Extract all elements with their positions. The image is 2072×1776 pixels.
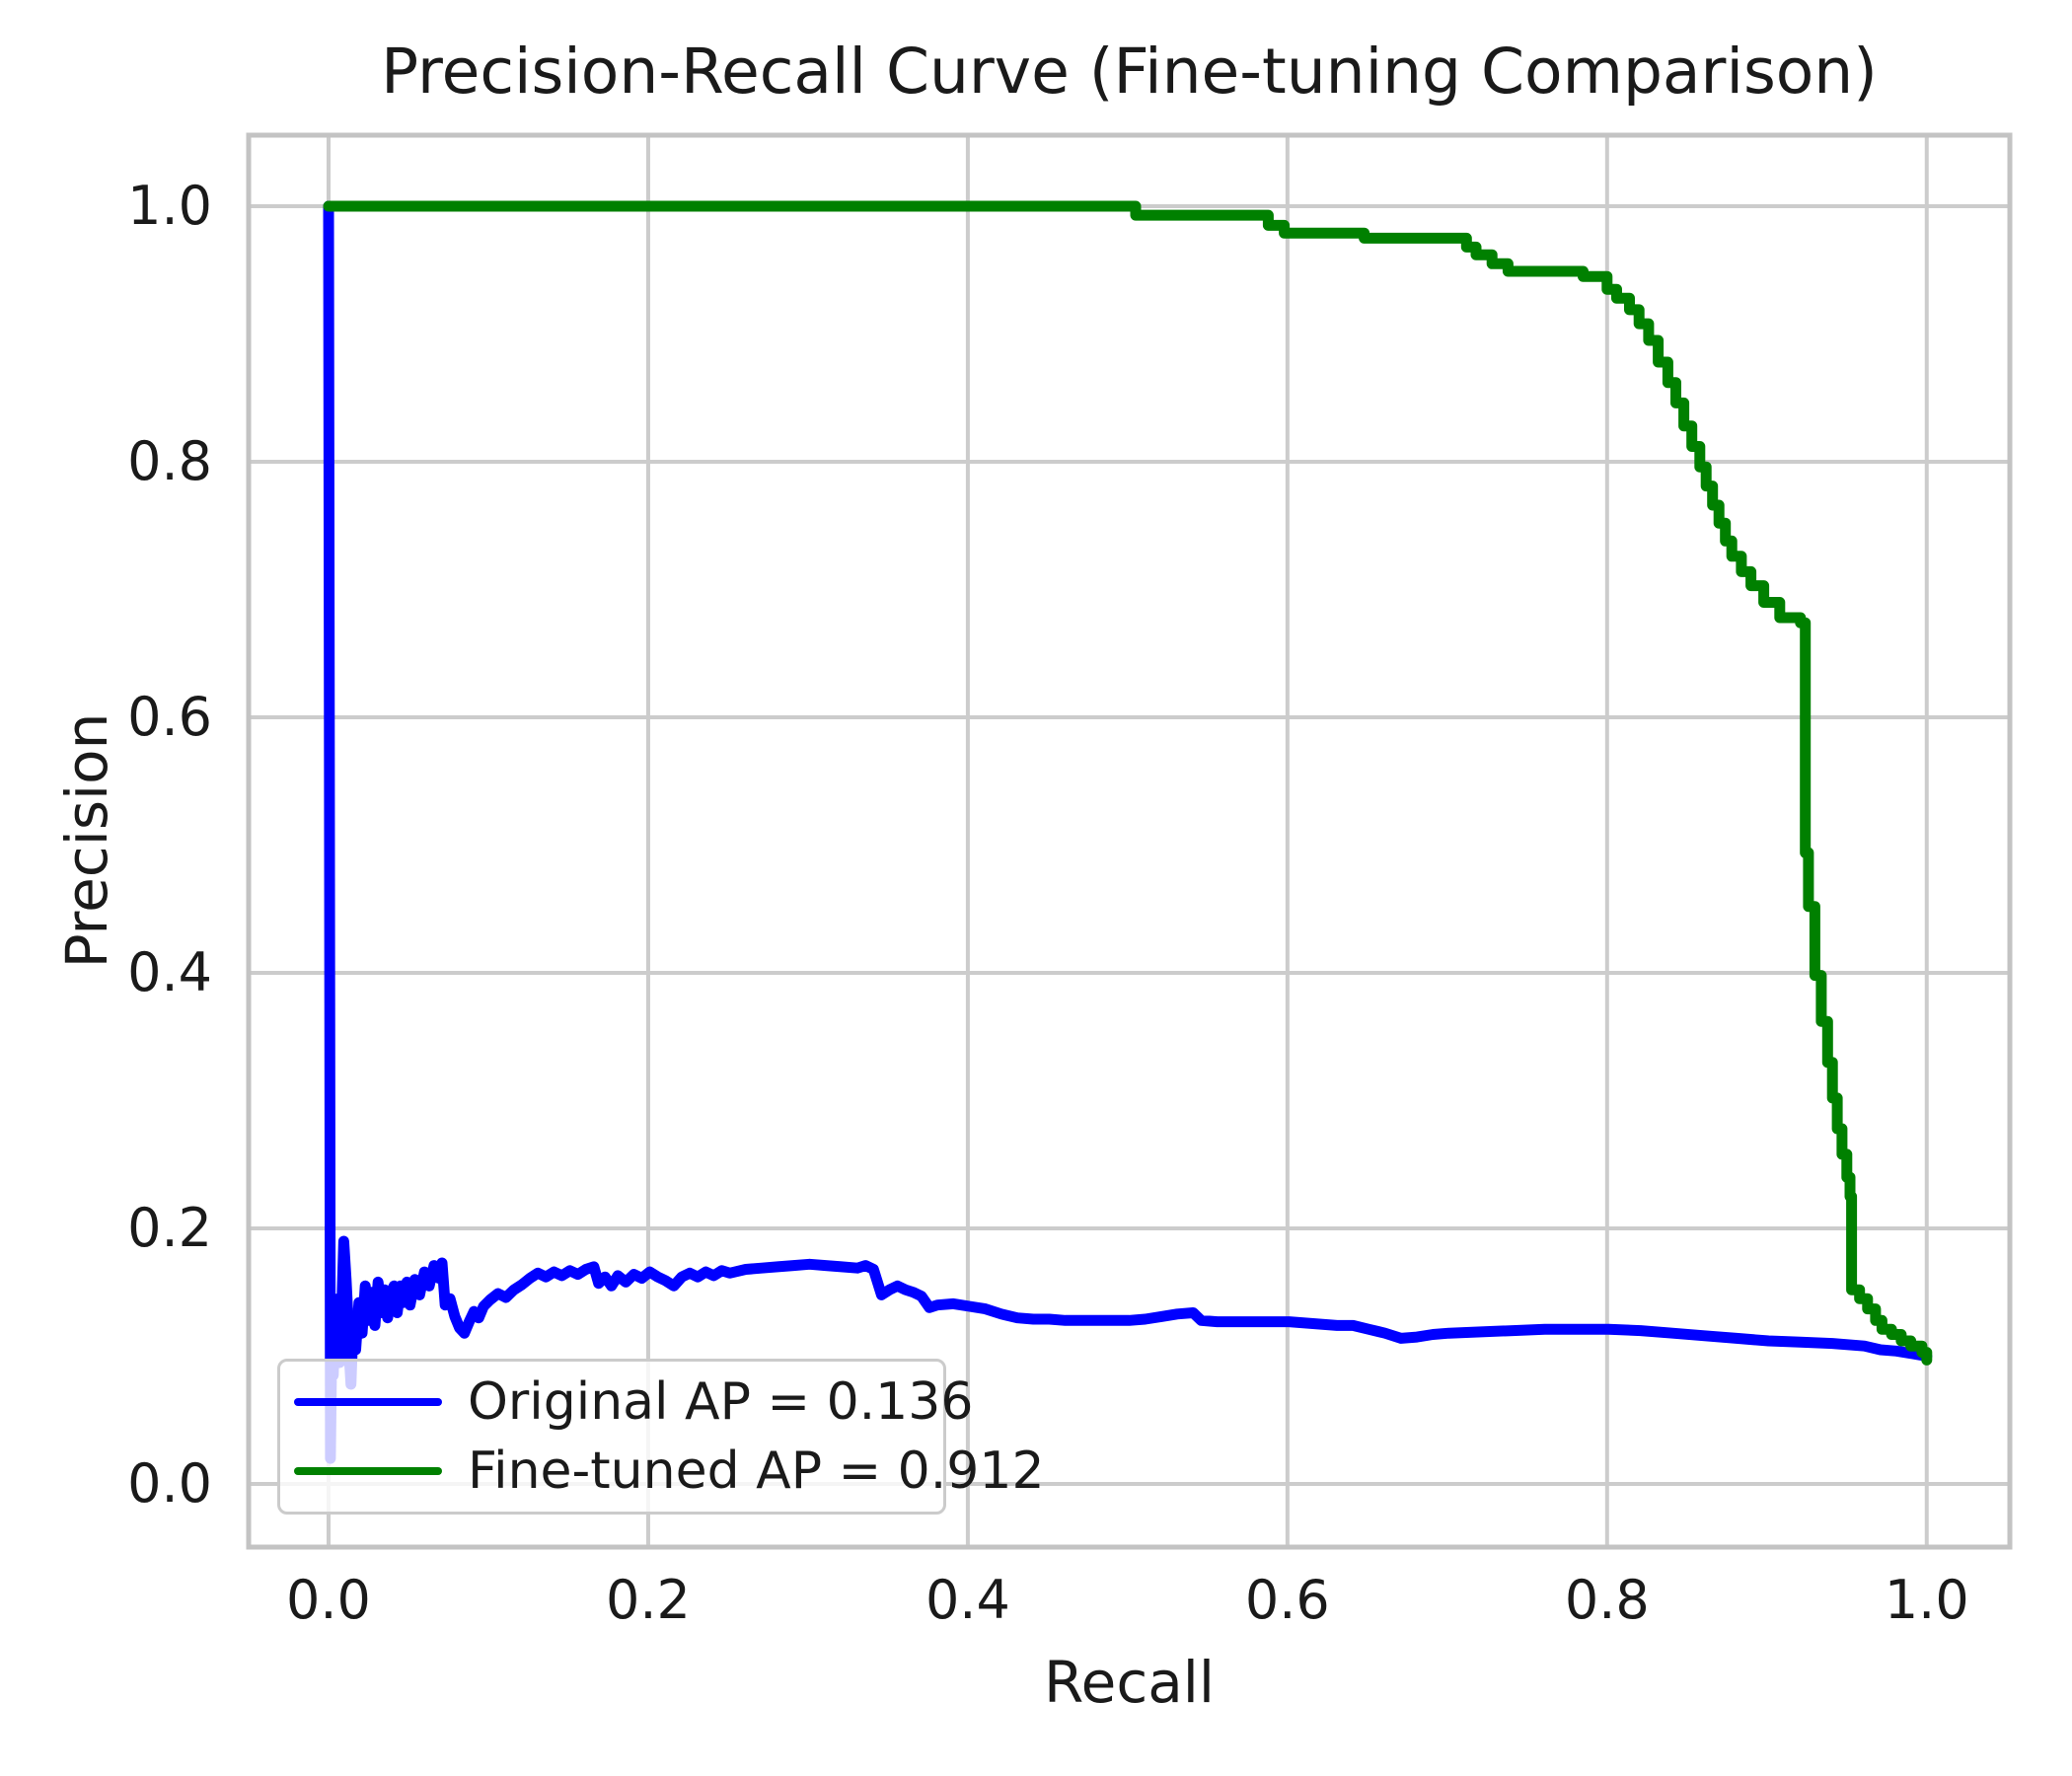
x-tick-label: 0.6 (1244, 1569, 1330, 1631)
legend-entry-finetuned: Fine-tuned AP = 0.912 (294, 1443, 1045, 1499)
plot-border (246, 132, 2013, 1550)
finetuned-pr-curve (323, 200, 1933, 1366)
legend-line-sample (294, 1398, 442, 1407)
x-tick-label: 0.0 (286, 1569, 371, 1631)
x-tick-label: 1.0 (1884, 1569, 1969, 1631)
x-tick-label: 0.2 (605, 1569, 691, 1631)
y-tick-label: 0.6 (127, 686, 212, 748)
y-tick-label: 1.0 (127, 175, 212, 237)
legend-line-sample (294, 1466, 442, 1475)
y-tick-label: 0.0 (127, 1452, 212, 1516)
y-tick-label: 0.2 (127, 1197, 212, 1260)
x-tick-label: 0.4 (925, 1569, 1010, 1631)
legend-entry-original: Original AP = 0.136 (294, 1374, 973, 1430)
y-tick-label: 0.8 (127, 430, 212, 492)
y-tick-label: 0.4 (127, 941, 212, 1004)
chart-title: Precision-Recall Curve (Fine-tuning Comp… (381, 36, 1878, 108)
legend-label: Original AP = 0.136 (468, 1372, 974, 1433)
legend-box: Original AP = 0.136 Fine-tuned AP = 0.912 (277, 1359, 1045, 1515)
original-pr-curve (323, 200, 1933, 1464)
x-tick-label: 0.8 (1564, 1569, 1650, 1631)
legend-label: Fine-tuned AP = 0.912 (468, 1441, 1045, 1501)
x-axis-label: Recall (1043, 1649, 1216, 1716)
